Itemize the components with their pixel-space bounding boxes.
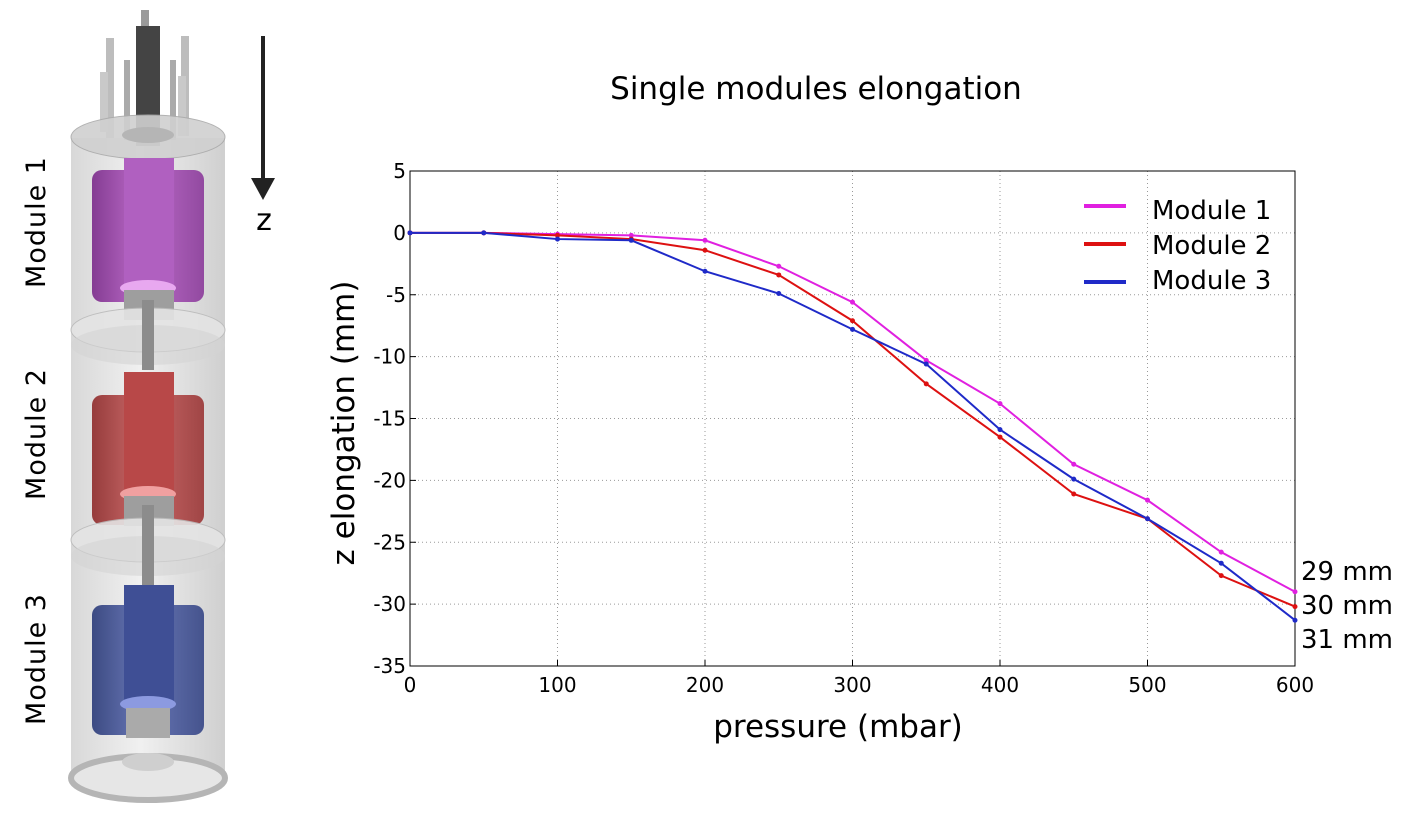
data-point-module-1 (702, 237, 708, 243)
data-point-module-3 (628, 237, 634, 243)
data-point-module-2 (555, 232, 560, 238)
data-point-module-2 (923, 381, 929, 387)
data-point-module-3 (1071, 476, 1077, 482)
rod (124, 60, 130, 140)
chart-title: Single modules elongation (610, 71, 1022, 107)
rod (142, 505, 154, 585)
end-annotation-module-3: 31 mm (1301, 625, 1393, 655)
rod (141, 10, 149, 40)
z-axis-label: z (256, 203, 272, 238)
legend-label-module-3: Module 3 (1152, 266, 1271, 296)
legend: Module 1 Module 2 Module 3 (1084, 196, 1271, 296)
data-point-module-3 (997, 427, 1003, 433)
data-point-module-1 (923, 357, 929, 363)
data-point-module-1 (997, 401, 1003, 407)
rod (178, 76, 186, 136)
y-tick-label: -20 (373, 468, 406, 492)
data-point-module-2 (1218, 573, 1224, 579)
y-tick-label: -25 (373, 530, 406, 554)
y-axis-label: z elongation (mm) (326, 281, 362, 566)
y-tick-label: -35 (373, 654, 406, 678)
x-tick-label: 300 (833, 673, 871, 697)
spacer (126, 708, 170, 738)
y-tick-label: -15 (373, 407, 406, 431)
y-tick-label: 5 (393, 159, 406, 183)
legend-label-module-1: Module 1 (1152, 196, 1271, 226)
data-point-module-1 (1071, 461, 1077, 467)
data-point-module-3 (776, 291, 782, 297)
legend-label-module-2: Module 2 (1152, 231, 1271, 261)
module-stack-illustration (68, 10, 228, 803)
x-axis-label: pressure (mbar) (713, 709, 963, 745)
rod (100, 72, 108, 132)
module-3-label: Module 3 (21, 593, 52, 725)
x-tick-label: 600 (1276, 673, 1314, 697)
data-point-module-3 (1145, 516, 1150, 522)
data-point-module-3 (1292, 617, 1298, 623)
data-point-module-2 (702, 247, 708, 253)
end-annotation-module-1: 29 mm (1301, 557, 1393, 587)
module-1-label: Module 1 (21, 156, 52, 288)
data-point-module-3 (923, 361, 929, 367)
end-annotation-module-2: 30 mm (1301, 591, 1393, 621)
top-cap-inner (122, 127, 174, 143)
data-point-module-1 (850, 299, 855, 305)
data-point-module-3 (555, 236, 560, 242)
data-point-module-2 (850, 318, 855, 324)
data-point-module-3 (481, 230, 487, 236)
data-point-module-1 (628, 232, 634, 238)
x-tick-label: 0 (404, 673, 417, 697)
data-point-module-3 (407, 230, 413, 236)
rod (170, 60, 176, 140)
data-point-module-2 (1292, 604, 1298, 610)
rod (106, 38, 114, 138)
x-tick-label: 400 (981, 673, 1019, 697)
data-point-module-2 (997, 434, 1003, 440)
z-direction-arrow (251, 36, 275, 200)
base-hole (122, 753, 174, 771)
data-point-module-3 (702, 268, 708, 274)
plot-area: 0 100 200 300 400 500 600 5 0 -5 -10 -15 -20 -25 -30 -3… (373, 159, 1314, 697)
data-point-module-3 (1218, 560, 1224, 566)
module-2-label: Module 2 (21, 368, 52, 500)
x-tick-label: 200 (686, 673, 724, 697)
y-tick-label: -5 (386, 283, 406, 307)
x-tick-label: 500 (1128, 673, 1166, 697)
data-point-module-1 (1292, 589, 1298, 595)
data-point-module-1 (1218, 549, 1224, 555)
x-tick-label: 100 (538, 673, 576, 697)
y-tick-label: -30 (373, 592, 406, 616)
y-tick-label: -10 (373, 345, 406, 369)
data-point-module-1 (1145, 497, 1150, 503)
data-point-module-1 (776, 263, 782, 269)
module-3-core (124, 585, 174, 705)
data-point-module-2 (776, 272, 782, 278)
rod (142, 300, 154, 370)
y-tick-label: 0 (393, 221, 406, 245)
module-1-core (124, 158, 174, 290)
data-point-module-3 (850, 326, 855, 332)
data-point-module-2 (1071, 491, 1077, 497)
